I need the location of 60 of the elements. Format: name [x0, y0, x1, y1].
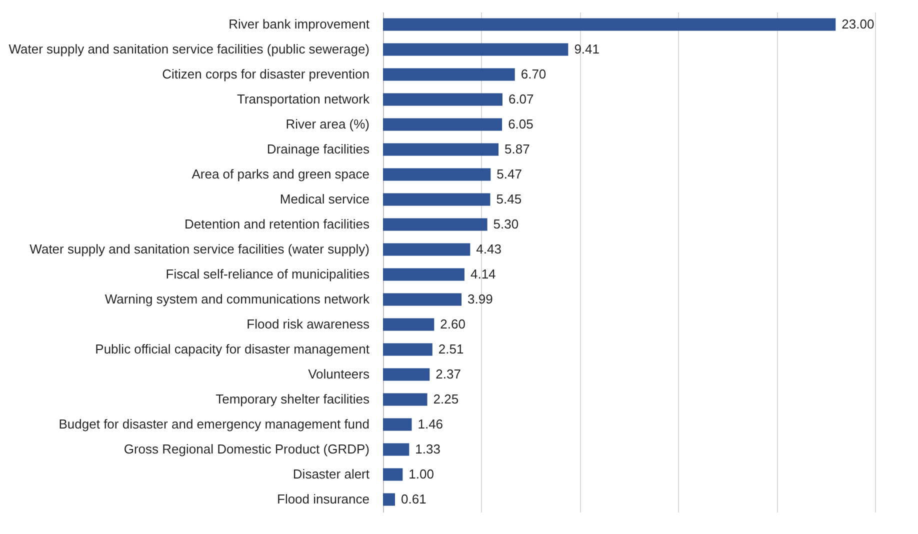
y-tick-label: Disaster alert — [292, 466, 370, 482]
bar — [383, 393, 428, 406]
bar — [383, 318, 434, 331]
bar — [383, 168, 491, 181]
y-tick-label: Public official capacity for disaster management — [95, 342, 370, 356]
y-tick-label: Detention and retention facilities — [184, 216, 370, 232]
data-label: 2.25 — [433, 392, 459, 406]
y-tick-label: Temporary shelter facilities — [216, 392, 370, 406]
y-tick-label: Flood risk awareness — [246, 316, 370, 332]
y-tick-label: Water supply and sanitation service facilities (public sewerage) — [8, 42, 370, 56]
data-label: 0.61 — [401, 492, 426, 506]
data-label: 2.60 — [440, 316, 466, 332]
data-label: 3.99 — [468, 292, 493, 306]
data-label: 5.87 — [504, 142, 530, 156]
y-tick-label: Water supply and sanitation service facilities (water supply) — [30, 242, 370, 256]
data-label: 5.45 — [496, 192, 522, 206]
bar — [383, 243, 470, 256]
data-label: 6.07 — [508, 92, 534, 106]
bar — [383, 468, 403, 481]
y-tick-label: Volunteers — [308, 366, 370, 382]
bar — [383, 218, 488, 231]
data-label: 6.05 — [508, 116, 534, 132]
data-label: 6.70 — [520, 66, 546, 82]
data-label: 4.43 — [476, 242, 502, 256]
y-tick-label: Budget for disaster and emergency management fund — [58, 416, 370, 432]
bar — [383, 143, 499, 156]
bar — [383, 343, 432, 356]
data-label: 9.41 — [574, 42, 600, 56]
data-label: 2.37 — [436, 366, 461, 382]
bar — [383, 43, 568, 56]
data-label: 2.51 — [438, 342, 464, 356]
data-label: 1.00 — [408, 466, 434, 482]
y-tick-label: River area (%) — [286, 116, 370, 132]
y-tick-label: Medical service — [280, 192, 370, 206]
y-tick-label: Gross Regional Domestic Product (GRDP) — [124, 442, 370, 456]
bar — [383, 68, 515, 81]
bar — [383, 268, 464, 281]
y-tick-label: Warning system and communications network — [104, 292, 370, 306]
data-label: 4.14 — [470, 266, 496, 282]
y-tick-label: River bank improvement — [228, 16, 370, 32]
y-tick-label: Fiscal self-reliance of municipalities — [166, 266, 370, 282]
y-tick-label: Flood insurance — [277, 492, 370, 506]
bar — [383, 418, 412, 431]
bar — [383, 18, 836, 31]
bar — [383, 93, 502, 106]
data-label: 23.00 — [842, 16, 874, 32]
data-label: 5.47 — [496, 166, 522, 182]
data-label: 1.46 — [418, 416, 444, 432]
y-tick-label: Area of parks and green space — [192, 166, 370, 182]
y-tick-label: Transportation network — [237, 92, 370, 106]
bar — [383, 443, 410, 456]
y-tick-label: Drainage facilities — [266, 142, 370, 156]
y-tick-label: Citizen corps for disaster prevention — [162, 66, 370, 82]
bar — [383, 493, 396, 506]
data-label: 5.30 — [493, 216, 519, 232]
data-label: 1.33 — [415, 442, 440, 456]
bar — [383, 368, 430, 381]
bar — [383, 118, 502, 131]
bar — [383, 193, 490, 206]
bar — [383, 293, 462, 306]
